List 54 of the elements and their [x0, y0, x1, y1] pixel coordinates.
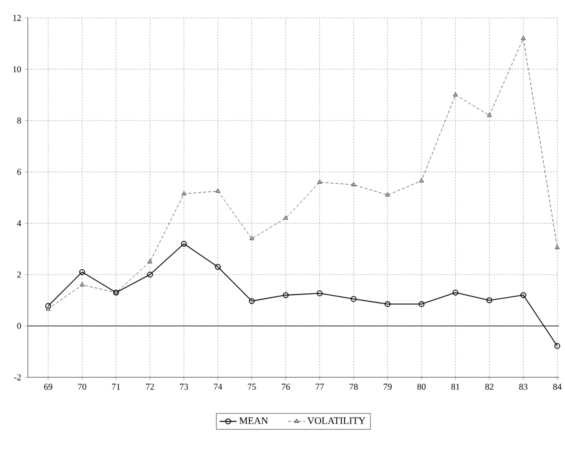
- x-tick-label: 70: [78, 384, 86, 390]
- y-tick-label: 10: [13, 66, 21, 72]
- point: [282, 292, 289, 298]
- point: [453, 92, 458, 96]
- y-tick-label: 2: [17, 272, 21, 278]
- point: [520, 292, 526, 298]
- y-tick-label: 12: [13, 15, 21, 21]
- point: [147, 272, 153, 278]
- x-tick-label: 80: [417, 384, 426, 390]
- legend-label: MEAN: [239, 417, 268, 424]
- point: [248, 298, 255, 304]
- point: [79, 269, 86, 276]
- point: [350, 296, 357, 302]
- point: [182, 191, 186, 196]
- point: [317, 180, 322, 184]
- y-tick-label: 0: [17, 323, 21, 330]
- x-tick-label: 72: [146, 384, 154, 390]
- point: [384, 301, 390, 308]
- y-tick-label: 6: [17, 169, 22, 176]
- point: [385, 192, 390, 197]
- x-tick-label: 77: [316, 384, 324, 390]
- point: [418, 301, 424, 308]
- x-tick-label: 78: [350, 384, 358, 390]
- legend-label: VOLATILITY: [307, 417, 366, 424]
- point: [80, 282, 84, 286]
- x-tick-label: 74: [214, 384, 222, 390]
- point: [148, 259, 152, 264]
- y-tick-label: 4: [17, 220, 22, 226]
- point: [249, 236, 254, 240]
- x-tick-label: 69: [44, 384, 52, 390]
- point: [351, 182, 356, 186]
- x-tick-label: 75: [248, 384, 256, 390]
- point: [180, 240, 187, 247]
- x-tick-label: 81: [451, 384, 460, 390]
- x-tick-label: 71: [112, 384, 120, 390]
- x-tick-label: 83: [519, 384, 528, 390]
- y-tick-label: -2: [14, 374, 21, 380]
- point: [216, 188, 220, 193]
- point: [214, 264, 221, 270]
- point: [486, 297, 492, 304]
- point: [316, 290, 323, 296]
- x-tick-label: 73: [180, 384, 188, 390]
- x-tick-label: 76: [282, 384, 290, 390]
- y-tick-label: 8: [17, 118, 21, 124]
- x-tick-label: 82: [485, 384, 494, 390]
- point: [487, 112, 492, 117]
- point: [520, 36, 526, 40]
- x-tick-label: 79: [384, 384, 392, 390]
- x-tick-label: 84: [553, 384, 562, 390]
- point: [419, 178, 424, 182]
- point: [452, 290, 458, 296]
- point: [554, 245, 560, 250]
- point: [283, 216, 288, 220]
- point: [46, 306, 51, 311]
